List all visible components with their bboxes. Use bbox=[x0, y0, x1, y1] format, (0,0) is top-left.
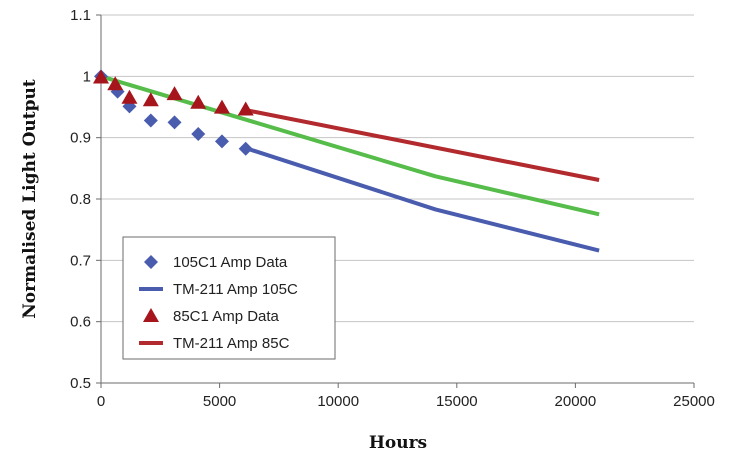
y-axis-title: Normalised Light Output bbox=[20, 79, 40, 319]
series-line bbox=[245, 108, 600, 182]
data-point-diamond bbox=[143, 113, 158, 128]
x-tick-label: 25000 bbox=[673, 393, 715, 410]
data-point-triangle bbox=[142, 92, 159, 107]
y-tick-label: 0.8 bbox=[70, 191, 91, 208]
data-point-triangle bbox=[237, 101, 254, 116]
data-point-triangle bbox=[143, 308, 159, 322]
legend: 105C1 Amp Data TM-211 Amp 105C 85C1 Amp Da… bbox=[122, 236, 336, 360]
legend-label: 85C1 Amp Data bbox=[173, 308, 280, 325]
y-tick-label: 0.9 bbox=[70, 130, 91, 147]
data-point-diamond bbox=[214, 134, 229, 149]
x-tick-label: 0 bbox=[97, 393, 105, 410]
data-point-triangle bbox=[213, 99, 230, 114]
data-point-diamond bbox=[191, 126, 206, 141]
tick-labels: 0.5 0.6 0.7 0.8 0.9 1 1.1 0 5000 10000 15000 20000 2… bbox=[70, 7, 715, 410]
legend-label: TM-211 Amp 105C bbox=[173, 281, 298, 298]
series-lines bbox=[100, 74, 600, 253]
series-markers bbox=[93, 69, 254, 156]
y-tick-label: 0.5 bbox=[70, 375, 91, 392]
x-axis-title: Hours bbox=[369, 433, 427, 453]
data-point-triangle bbox=[107, 76, 124, 91]
legend-box bbox=[122, 236, 336, 360]
x-tick-label: 15000 bbox=[436, 393, 478, 410]
y-tick-label: 1 bbox=[83, 68, 91, 85]
y-tick-label: 0.6 bbox=[70, 314, 91, 331]
data-point-triangle bbox=[121, 89, 138, 104]
y-tick-label: 0.7 bbox=[70, 252, 91, 269]
series-line bbox=[245, 146, 600, 253]
x-tick-label: 5000 bbox=[203, 393, 236, 410]
y-tick-label: 1.1 bbox=[70, 7, 91, 24]
x-tick-label: 20000 bbox=[555, 393, 597, 410]
series-line bbox=[100, 74, 600, 217]
data-point-diamond bbox=[144, 255, 158, 269]
data-point-diamond bbox=[167, 115, 182, 130]
x-tick-label: 10000 bbox=[317, 393, 359, 410]
data-point-triangle bbox=[190, 94, 207, 109]
data-point-diamond bbox=[238, 141, 253, 156]
data-point-triangle bbox=[166, 86, 183, 101]
data-point-triangle bbox=[93, 69, 109, 84]
legend-label: TM-211 Amp 85C bbox=[173, 335, 290, 352]
legend-label: 105C1 Amp Data bbox=[173, 254, 288, 271]
